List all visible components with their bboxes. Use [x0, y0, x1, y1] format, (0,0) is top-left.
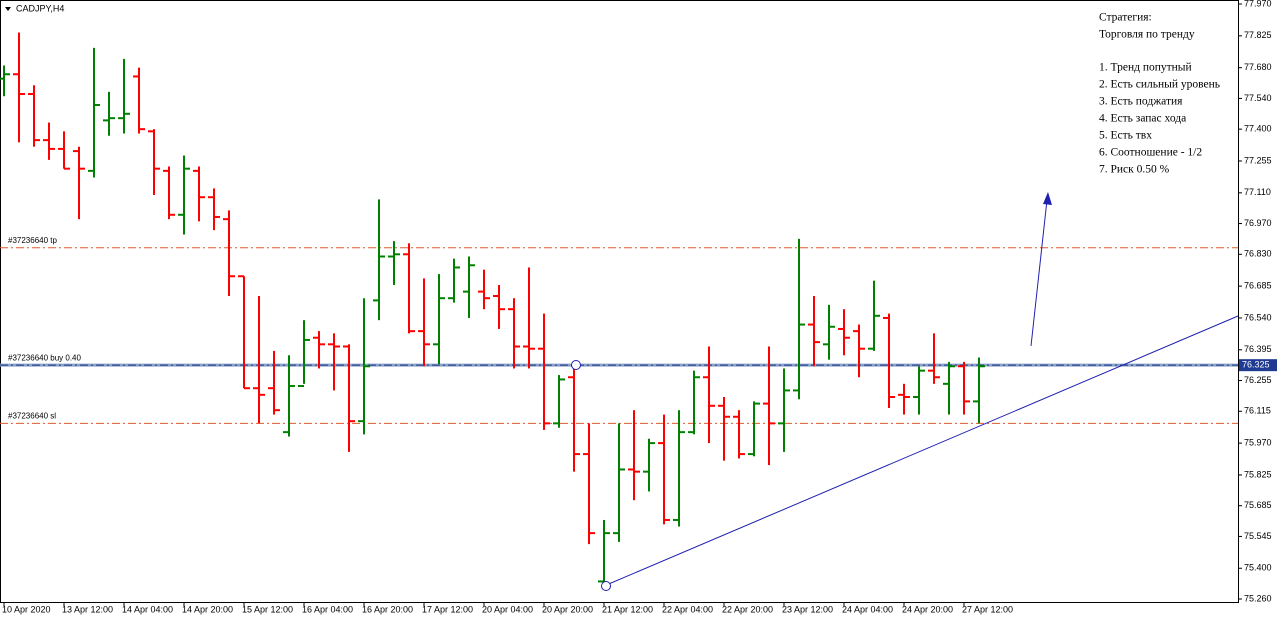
note-line: 7. Риск 0.50 %: [1099, 164, 1170, 176]
trend-line-handle[interactable]: [601, 581, 611, 591]
note-line: 5. Есть твх: [1099, 130, 1152, 142]
arrow-line: [1030, 199, 1048, 347]
x-tick-label: 13 Apr 12:00: [62, 604, 113, 614]
note-line: 6. Соотношение - 1/2: [1099, 147, 1202, 159]
y-tick-label: 77.970: [1244, 0, 1272, 8]
y-tick-label: 76.395: [1244, 344, 1272, 354]
x-tick-label: 14 Apr 04:00: [122, 604, 173, 614]
x-tick-label: 23 Apr 12:00: [782, 604, 833, 614]
note-line: 4. Есть запас хода: [1099, 113, 1186, 125]
note-line: 3. Есть поджатия: [1099, 96, 1183, 108]
x-tick-label: 24 Apr 20:00: [902, 604, 953, 614]
y-tick-label: 77.825: [1244, 30, 1272, 40]
x-tick-label: 22 Apr 20:00: [722, 604, 773, 614]
level-label: #37236640 sl: [8, 411, 56, 420]
x-tick-label: 17 Apr 12:00: [422, 604, 473, 614]
x-tick-label: 15 Apr 12:00: [242, 604, 293, 614]
y-tick-label: 77.255: [1244, 155, 1272, 165]
x-tick-label: 16 Apr 20:00: [362, 604, 413, 614]
x-tick-label: 16 Apr 04:00: [302, 604, 353, 614]
x-tick-label: 24 Apr 04:00: [842, 604, 893, 614]
y-tick-label: 77.680: [1244, 62, 1272, 72]
arrow-head: [1043, 192, 1052, 205]
note-line: Стратегия:: [1099, 12, 1152, 24]
x-tick-label: 20 Apr 04:00: [482, 604, 533, 614]
y-tick-label: 75.400: [1244, 563, 1272, 573]
chart-title: CADJPY,H4: [16, 3, 64, 13]
y-tick-label: 76.115: [1244, 406, 1271, 416]
x-tick-label: 27 Apr 12:00: [962, 604, 1013, 614]
order-handle[interactable]: [571, 360, 581, 370]
note-line: 2. Есть сильный уровень: [1099, 79, 1220, 91]
y-tick-label: 75.970: [1244, 437, 1272, 447]
x-tick-label: 22 Apr 04:00: [662, 604, 713, 614]
y-tick-label: 76.970: [1244, 218, 1272, 228]
y-tick-label: 77.540: [1244, 93, 1272, 103]
y-tick-label: 76.830: [1244, 249, 1272, 259]
y-tick-label: 76.255: [1244, 375, 1272, 385]
y-tick-label: 75.685: [1244, 500, 1272, 510]
y-tick-label: 75.545: [1244, 531, 1272, 541]
trend-line[interactable]: [603, 315, 1239, 587]
note-line: Торговля по тренду: [1099, 29, 1195, 41]
y-tick-label: 75.825: [1244, 469, 1272, 479]
last-price-box: [1239, 359, 1277, 372]
last-price-label: 76.325: [1242, 360, 1270, 370]
x-tick-label: 21 Apr 12:00: [602, 604, 653, 614]
y-tick-label: 77.400: [1244, 124, 1272, 134]
level-label: #37236640 tp: [8, 236, 57, 245]
x-tick-label: 10 Apr 2020: [2, 604, 51, 614]
note-line: 1. Тренд попутный: [1099, 62, 1192, 74]
y-tick-label: 77.110: [1244, 187, 1271, 197]
x-tick-label: 20 Apr 20:00: [542, 604, 593, 614]
symbol-menu-icon[interactable]: [5, 7, 11, 11]
level-label: #37236640 buy 0.40: [8, 353, 82, 362]
y-tick-label: 76.685: [1244, 281, 1272, 291]
y-tick-label: 75.260: [1244, 593, 1272, 603]
x-tick-label: 14 Apr 20:00: [182, 604, 233, 614]
y-tick-label: 76.540: [1244, 312, 1272, 322]
